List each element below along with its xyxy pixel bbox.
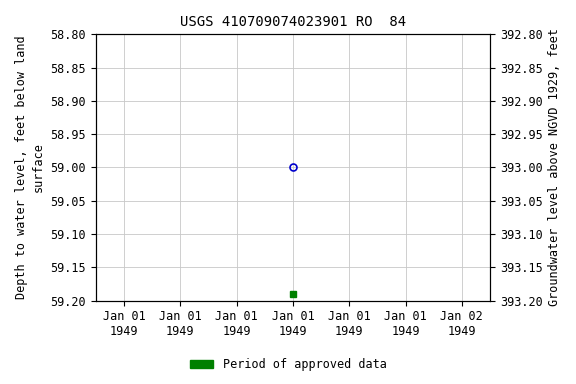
Y-axis label: Depth to water level, feet below land
surface: Depth to water level, feet below land su… — [15, 36, 45, 299]
Legend: Period of approved data: Period of approved data — [185, 354, 391, 376]
Y-axis label: Groundwater level above NGVD 1929, feet: Groundwater level above NGVD 1929, feet — [548, 28, 561, 306]
Title: USGS 410709074023901 RO  84: USGS 410709074023901 RO 84 — [180, 15, 406, 29]
